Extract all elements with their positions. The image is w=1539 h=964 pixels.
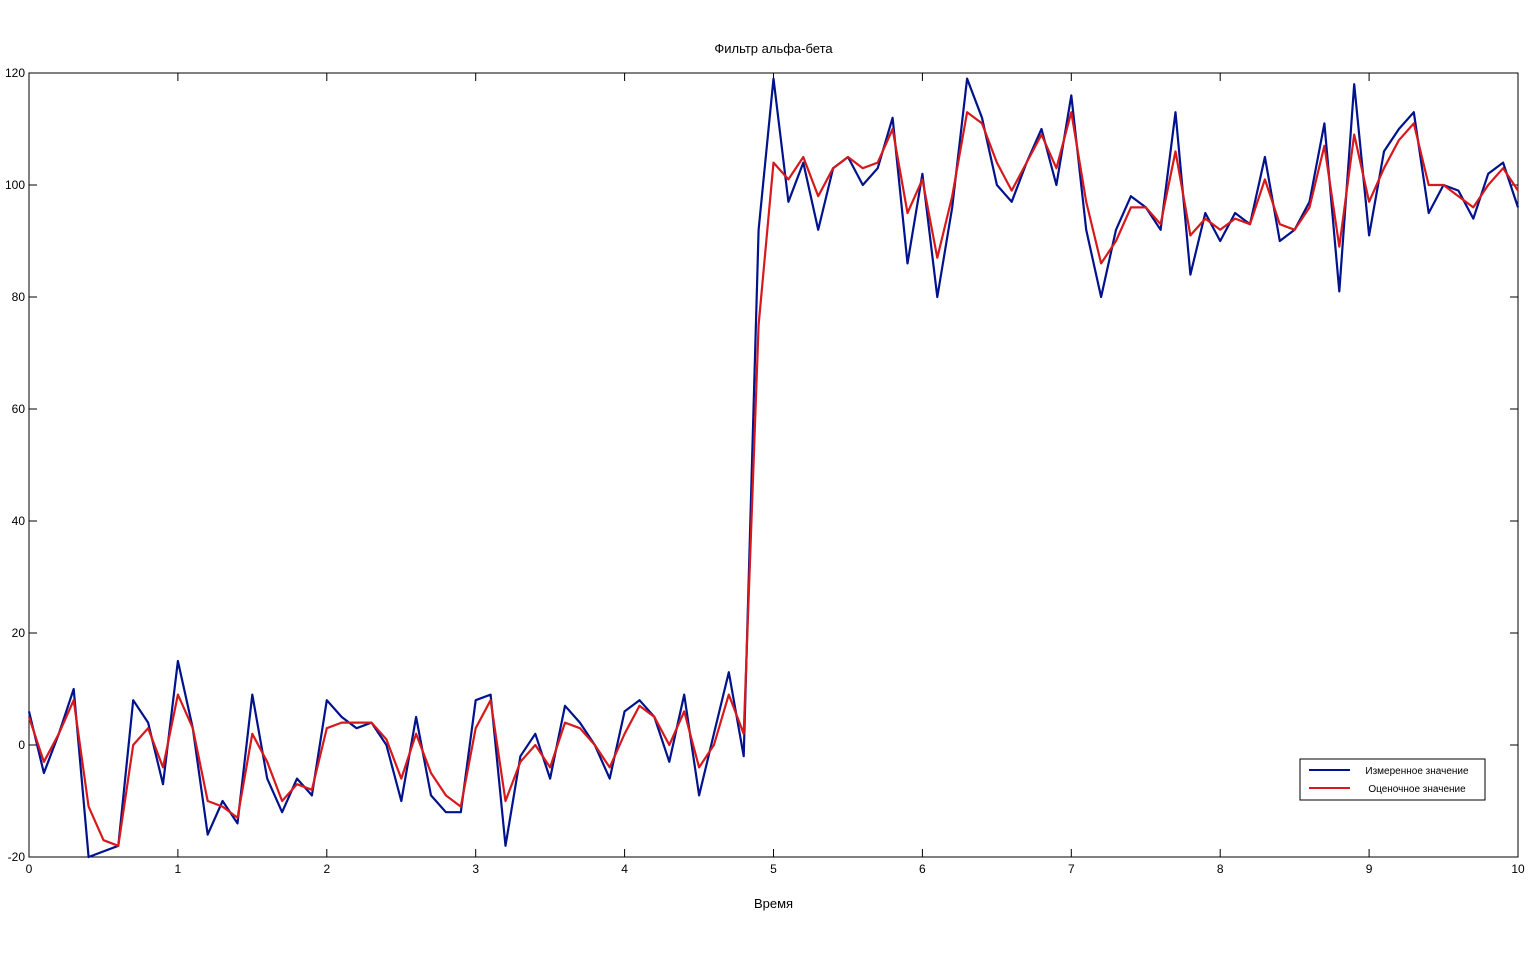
chart-title: Фильтр альфа-бета [714, 41, 833, 56]
x-tick-label: 0 [26, 862, 33, 876]
x-tick-label: 3 [472, 862, 479, 876]
plot-lines [27, 77, 1520, 859]
y-tick-label: 120 [5, 66, 25, 80]
plot-axes [28, 72, 1519, 858]
y-tick-label: 80 [12, 290, 26, 304]
legend-entry: Измеренное значение [1365, 766, 1469, 777]
y-tick-label: 100 [5, 178, 25, 192]
x-tick-label: 5 [770, 862, 777, 876]
y-tick-label: 0 [18, 738, 25, 752]
series-line [27, 77, 1520, 859]
legend-box [1299, 758, 1486, 801]
y-tick-label: -20 [8, 850, 26, 864]
x-tick-label: 9 [1366, 862, 1373, 876]
x-tick-label: 4 [621, 862, 628, 876]
x-tick-label: 10 [1511, 862, 1525, 876]
x-tick-label: 8 [1217, 862, 1224, 876]
legend: Измеренное значение Оценочное значение [1299, 758, 1486, 801]
series-line [27, 111, 1519, 847]
x-tick-label: 7 [1068, 862, 1075, 876]
x-axis-label: Время [754, 896, 793, 911]
y-tick-label: 20 [12, 626, 26, 640]
x-tick-label: 1 [175, 862, 182, 876]
y-tick-label: 40 [12, 514, 26, 528]
y-tick-label: 60 [12, 402, 26, 416]
x-tick-label: 6 [919, 862, 926, 876]
x-tick-label: 2 [323, 862, 330, 876]
legend-entry: Оценочное значение [1368, 784, 1466, 795]
